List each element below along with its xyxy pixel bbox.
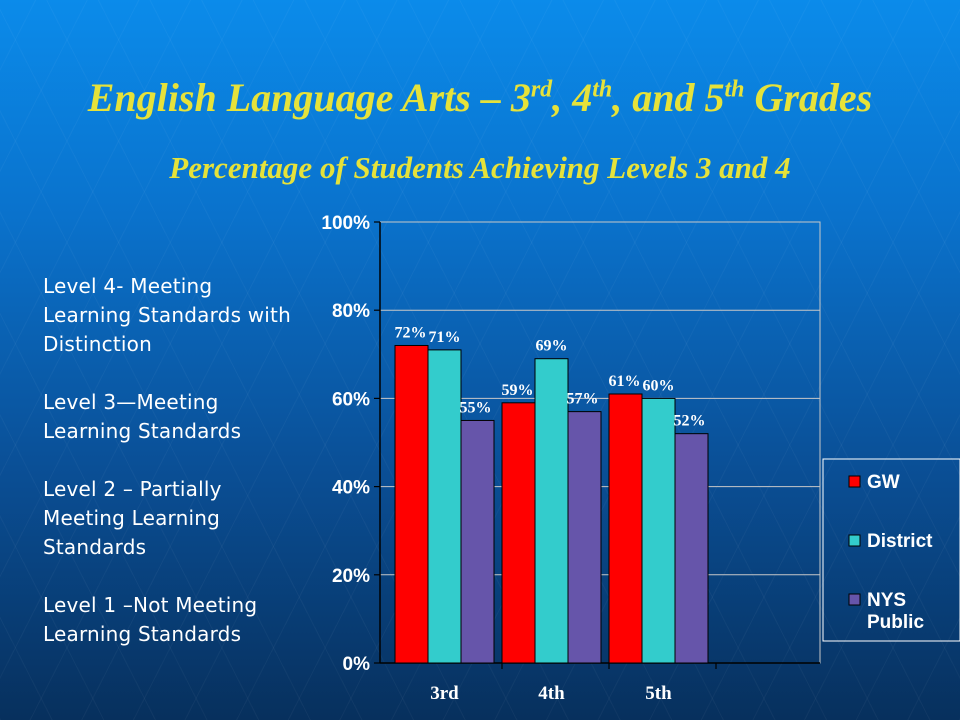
slide-title: English Language Arts – 3rd, 4th, and 5t… bbox=[87, 75, 873, 120]
legend-label: GW bbox=[867, 472, 900, 493]
level-3-description: Level 3—Meeting Learning Standards bbox=[43, 390, 242, 443]
legend-swatch bbox=[848, 593, 861, 606]
bar-gw-3rd bbox=[394, 344, 429, 664]
data-label: 72% bbox=[395, 324, 427, 341]
legend-label: District bbox=[867, 531, 933, 552]
bar-gw-4th bbox=[501, 402, 536, 664]
y-tick-label: 0% bbox=[343, 654, 371, 675]
legend-swatch bbox=[848, 534, 861, 547]
level-1-description: Level 1 –Not Meeting Learning Standards bbox=[43, 593, 258, 646]
y-tick-label: 40% bbox=[332, 478, 370, 499]
bar-nys-public-3rd bbox=[460, 419, 495, 664]
data-label: 61% bbox=[609, 373, 641, 390]
data-label: 59% bbox=[502, 382, 534, 399]
bar-district-3rd bbox=[427, 349, 462, 664]
level-2-description: Level 2 – Partially Meeting Learning Sta… bbox=[43, 477, 222, 559]
y-tick-label: 100% bbox=[321, 213, 370, 234]
data-label: 69% bbox=[536, 338, 568, 355]
level-4-description: Level 4- Meeting Learning Standards with… bbox=[43, 274, 291, 356]
y-tick-label: 20% bbox=[332, 566, 370, 587]
x-tick-label: 5th bbox=[645, 683, 672, 704]
bar-nys-public-4th bbox=[567, 411, 602, 664]
bar-district-5th bbox=[641, 397, 676, 664]
slide-subtitle: Percentage of Students Achieving Levels … bbox=[169, 150, 791, 185]
x-tick-label: 3rd bbox=[430, 683, 459, 704]
legend-label-line2: Public bbox=[867, 612, 924, 633]
data-label: 71% bbox=[429, 329, 461, 346]
data-label: 55% bbox=[460, 399, 492, 416]
y-tick-label: 60% bbox=[332, 389, 370, 410]
bar-gw-5th bbox=[608, 393, 643, 664]
bar-district-4th bbox=[534, 358, 569, 664]
data-label: 60% bbox=[643, 377, 675, 394]
data-label: 52% bbox=[674, 413, 706, 430]
x-tick-label: 4th bbox=[538, 683, 565, 704]
y-tick-label: 80% bbox=[332, 301, 370, 322]
legend-swatch bbox=[848, 475, 861, 488]
bar-nys-public-5th bbox=[674, 433, 709, 664]
legend-label: NYS bbox=[867, 590, 906, 611]
data-label: 57% bbox=[567, 391, 599, 408]
level-descriptions: Level 4- Meeting Learning Standards with… bbox=[43, 272, 293, 678]
legend bbox=[822, 458, 960, 642]
